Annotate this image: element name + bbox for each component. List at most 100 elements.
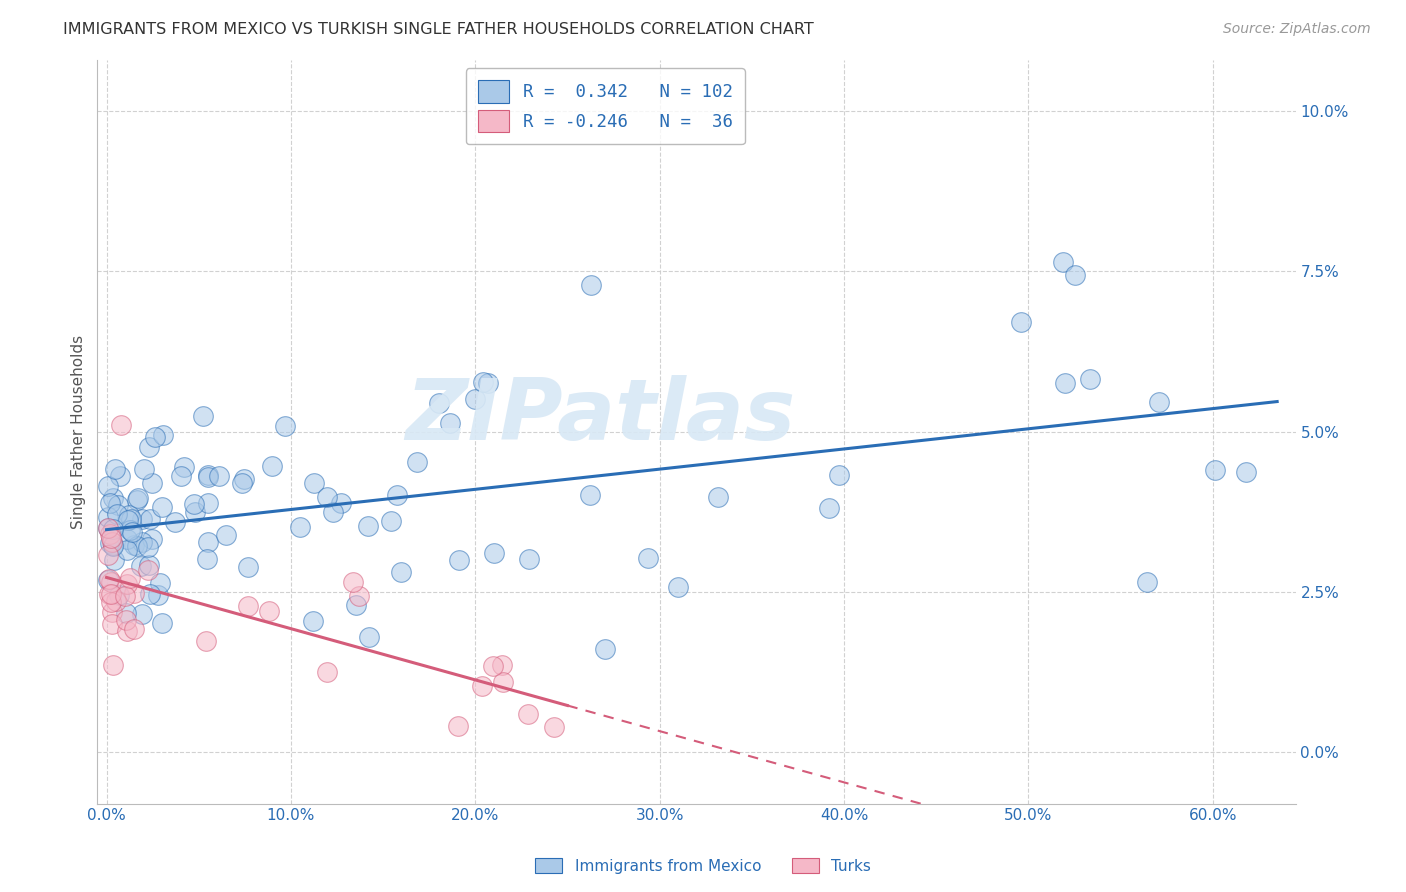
Point xyxy=(115,624,138,639)
Point xyxy=(472,376,495,390)
Point xyxy=(593,641,616,656)
Point xyxy=(1234,465,1257,479)
Point xyxy=(97,548,120,562)
Point xyxy=(827,468,849,483)
Point xyxy=(260,459,283,474)
Point xyxy=(197,469,219,483)
Point xyxy=(1011,315,1033,329)
Point xyxy=(115,577,138,591)
Point xyxy=(357,630,380,644)
Point xyxy=(141,532,163,546)
Point xyxy=(100,595,122,609)
Point xyxy=(114,589,136,603)
Point xyxy=(132,461,155,475)
Point xyxy=(114,606,136,620)
Point xyxy=(449,553,471,567)
Point xyxy=(579,277,602,292)
Point xyxy=(385,488,408,502)
Point xyxy=(118,523,141,537)
Point xyxy=(101,522,124,536)
Point xyxy=(115,613,138,627)
Point xyxy=(101,605,124,619)
Point xyxy=(357,519,380,533)
Point xyxy=(516,707,538,722)
Point xyxy=(707,490,730,504)
Point xyxy=(197,535,219,549)
Point xyxy=(482,546,505,560)
Legend: Immigrants from Mexico, Turks: Immigrants from Mexico, Turks xyxy=(529,852,877,880)
Point xyxy=(122,586,145,600)
Point xyxy=(118,508,141,523)
Point xyxy=(138,440,160,454)
Point xyxy=(149,576,172,591)
Point xyxy=(143,430,166,444)
Point xyxy=(517,551,540,566)
Point xyxy=(136,540,159,554)
Point xyxy=(302,475,325,490)
Point xyxy=(389,565,412,579)
Point xyxy=(173,459,195,474)
Point xyxy=(406,455,429,469)
Point xyxy=(125,539,148,553)
Text: ZIPatlas: ZIPatlas xyxy=(405,376,796,458)
Point xyxy=(482,659,505,673)
Point xyxy=(477,376,499,390)
Point xyxy=(139,512,162,526)
Point xyxy=(97,573,120,587)
Point xyxy=(316,490,339,504)
Point xyxy=(427,396,450,410)
Point xyxy=(97,479,120,493)
Point xyxy=(117,533,139,547)
Point xyxy=(208,468,231,483)
Point xyxy=(1204,462,1226,476)
Point xyxy=(197,467,219,482)
Point xyxy=(98,586,121,600)
Point xyxy=(148,588,170,602)
Point xyxy=(100,586,122,600)
Point xyxy=(637,550,659,565)
Point xyxy=(543,720,565,734)
Point xyxy=(98,496,121,510)
Point xyxy=(150,615,173,630)
Point xyxy=(347,589,370,603)
Point xyxy=(1054,376,1077,390)
Point xyxy=(233,472,256,486)
Point xyxy=(98,535,121,549)
Text: Source: ZipAtlas.com: Source: ZipAtlas.com xyxy=(1223,22,1371,37)
Legend: R =  0.342   N = 102, R = -0.246   N =  36: R = 0.342 N = 102, R = -0.246 N = 36 xyxy=(465,69,745,145)
Point xyxy=(380,515,402,529)
Point xyxy=(97,521,120,535)
Point xyxy=(818,501,841,516)
Point xyxy=(138,558,160,572)
Point xyxy=(215,528,238,542)
Point xyxy=(274,418,297,433)
Point xyxy=(447,719,470,733)
Point xyxy=(103,657,125,672)
Point xyxy=(105,594,128,608)
Point xyxy=(101,616,124,631)
Point xyxy=(97,573,120,587)
Point xyxy=(163,515,186,529)
Point xyxy=(124,622,146,636)
Point xyxy=(108,588,131,602)
Point xyxy=(1136,575,1159,590)
Point xyxy=(97,510,120,524)
Y-axis label: Single Father Households: Single Father Households xyxy=(72,334,86,529)
Point xyxy=(136,563,159,577)
Point xyxy=(125,493,148,508)
Point xyxy=(120,512,142,526)
Point xyxy=(439,416,461,430)
Point xyxy=(101,538,124,552)
Point xyxy=(150,500,173,514)
Point xyxy=(344,599,367,613)
Point xyxy=(131,512,153,526)
Point xyxy=(170,468,193,483)
Point xyxy=(464,392,486,407)
Point xyxy=(471,679,494,693)
Point xyxy=(110,418,132,433)
Point xyxy=(195,552,218,566)
Point xyxy=(1078,372,1101,386)
Point xyxy=(107,498,129,512)
Point xyxy=(131,607,153,621)
Point xyxy=(98,527,121,541)
